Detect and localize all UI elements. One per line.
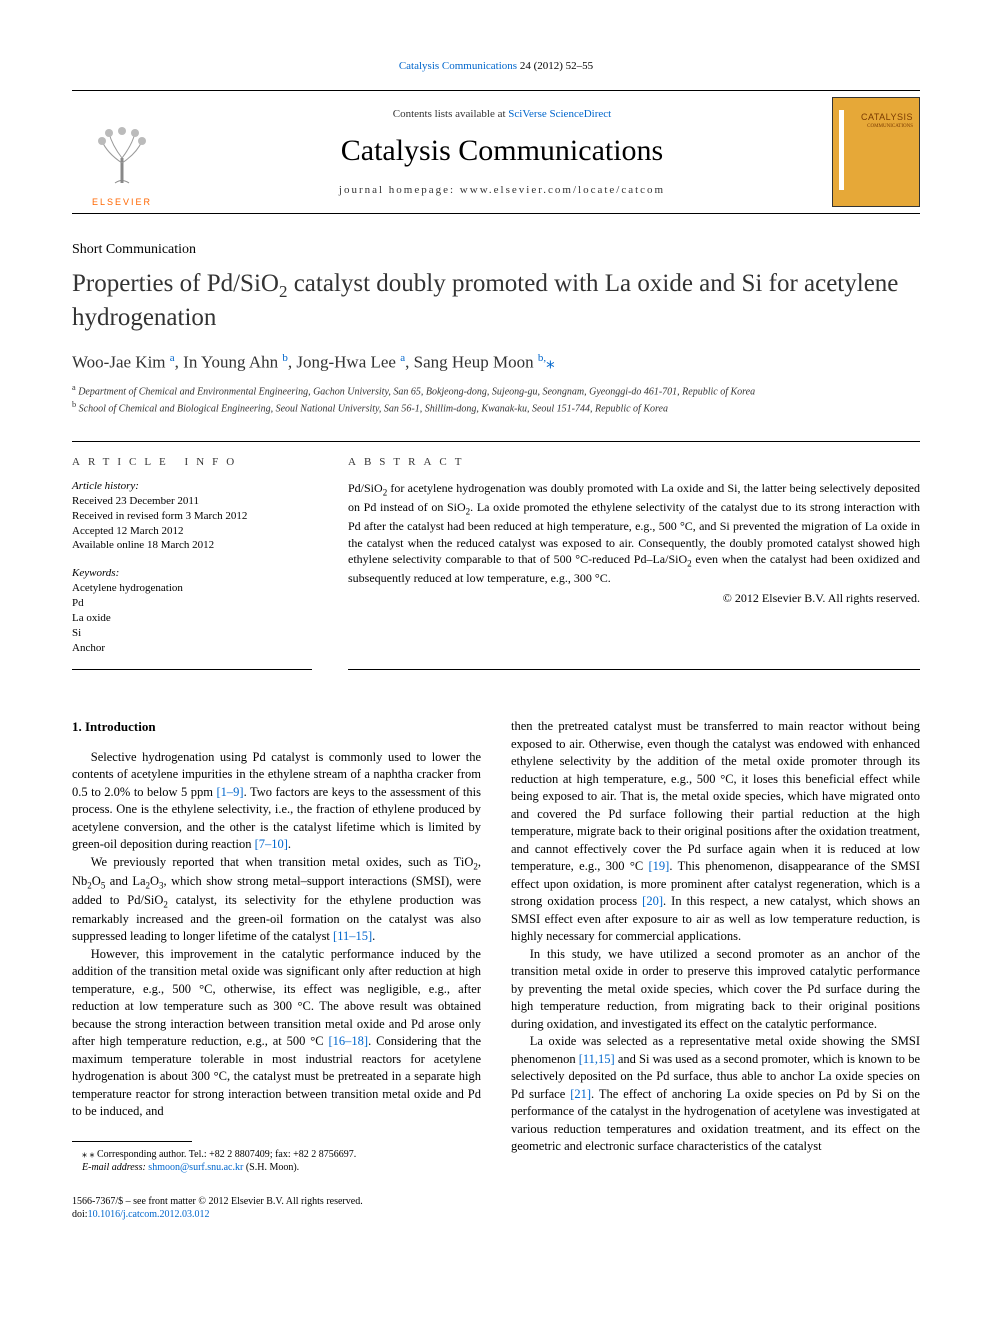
intro-heading: 1. Introduction <box>72 718 481 736</box>
intro-p2: We previously reported that when transit… <box>72 854 481 946</box>
affiliation-a: a Department of Chemical and Environment… <box>72 382 920 399</box>
email-footnote: E-mail address: shmoon@surf.snu.ac.kr (S… <box>72 1161 481 1175</box>
left-column: 1. Introduction Selective hydrogenation … <box>72 718 481 1221</box>
publisher-name: ELSEVIER <box>92 197 152 207</box>
journal-homepage: journal homepage: www.elsevier.com/locat… <box>172 184 832 196</box>
authors-line: Woo-Jae Kim a, In Young Ahn b, Jong-Hwa … <box>72 352 920 373</box>
cover-accent-bar <box>839 110 844 190</box>
email-label: E-mail address: <box>82 1162 148 1173</box>
keyword-3: Si <box>72 626 312 641</box>
masthead-center: Contents lists available at SciVerse Sci… <box>172 108 832 196</box>
right-column: then the pretreated catalyst must be tra… <box>511 718 920 1221</box>
abstract-text: Pd/SiO2 for acetylene hydrogenation was … <box>348 480 920 587</box>
title-pre: Properties of Pd/SiO <box>72 270 279 297</box>
doi-line: doi:10.1016/j.catcom.2012.03.012 <box>72 1208 481 1222</box>
article-info-heading: ARTICLE INFO <box>72 456 312 468</box>
contents-prefix: Contents lists available at <box>393 108 508 120</box>
intro-p3: However, this improvement in the catalyt… <box>72 946 481 1121</box>
keyword-0: Acetylene hydrogenation <box>72 581 312 596</box>
abstract-copyright: © 2012 Elsevier B.V. All rights reserved… <box>348 591 920 606</box>
page-container: Catalysis Communications 24 (2012) 52–55 <box>0 0 992 1262</box>
keyword-2: La oxide <box>72 611 312 626</box>
sciencedirect-link[interactable]: SciVerse ScienceDirect <box>508 108 611 120</box>
affiliation-b: b School of Chemical and Biological Engi… <box>72 399 920 416</box>
publisher-logo-block: ELSEVIER <box>72 97 172 207</box>
doi-link[interactable]: 10.1016/j.catcom.2012.03.012 <box>88 1209 210 1220</box>
top-citation-text: 24 (2012) 52–55 <box>517 60 593 72</box>
contents-line: Contents lists available at SciVerse Sci… <box>172 108 832 120</box>
abstract-block: ABSTRACT Pd/SiO2 for acetylene hydrogena… <box>348 442 920 671</box>
article-title: Properties of Pd/SiO2 catalyst doubly pr… <box>72 268 920 334</box>
article-type: Short Communication <box>72 242 920 258</box>
history-label: Article history: <box>72 480 312 492</box>
cover-subtitle: COMMUNICATIONS <box>867 124 913 129</box>
email-post: (S.H. Moon). <box>243 1162 299 1173</box>
top-citation-link[interactable]: Catalysis Communications 24 (2012) 52–55 <box>72 60 920 72</box>
abstract-heading: ABSTRACT <box>348 456 920 468</box>
journal-cover-thumb: CATALYSIS COMMUNICATIONS <box>832 97 920 207</box>
intro-p6: La oxide was selected as a representativ… <box>511 1033 920 1156</box>
history-accepted: Accepted 12 March 2012 <box>72 524 312 539</box>
front-matter-line: 1566-7367/$ – see front matter © 2012 El… <box>72 1195 481 1209</box>
masthead: ELSEVIER Contents lists available at Sci… <box>72 90 920 214</box>
keywords-label: Keywords: <box>72 567 312 579</box>
elsevier-tree-icon <box>87 123 157 193</box>
intro-p4: then the pretreated catalyst must be tra… <box>511 718 920 946</box>
email-link[interactable]: shmoon@surf.snu.ac.kr <box>148 1162 243 1173</box>
keyword-4: Anchor <box>72 641 312 656</box>
footer-meta: 1566-7367/$ – see front matter © 2012 El… <box>72 1195 481 1222</box>
article-info-block: ARTICLE INFO Article history: Received 2… <box>72 442 312 671</box>
history-received: Received 23 December 2011 <box>72 494 312 509</box>
intro-p5: In this study, we have utilized a second… <box>511 946 920 1034</box>
corresponding-footnote: ⁎ ⁎ Corresponding author. Tel.: +82 2 88… <box>72 1148 481 1162</box>
top-journal-name: Catalysis Communications <box>399 60 517 72</box>
affiliations: a Department of Chemical and Environment… <box>72 382 920 417</box>
history-revised: Received in revised form 3 March 2012 <box>72 509 312 524</box>
journal-name: Catalysis Communications <box>172 134 832 168</box>
footnote-rule <box>72 1141 192 1142</box>
cover-title: CATALYSIS <box>861 112 913 122</box>
history-online: Available online 18 March 2012 <box>72 538 312 553</box>
footnote-text-1: ⁎ Corresponding author. Tel.: +82 2 8807… <box>90 1149 357 1160</box>
body-columns: 1. Introduction Selective hydrogenation … <box>72 718 920 1221</box>
meta-row: ARTICLE INFO Article history: Received 2… <box>72 441 920 671</box>
intro-p1: Selective hydrogenation using Pd catalys… <box>72 749 481 854</box>
keyword-1: Pd <box>72 596 312 611</box>
